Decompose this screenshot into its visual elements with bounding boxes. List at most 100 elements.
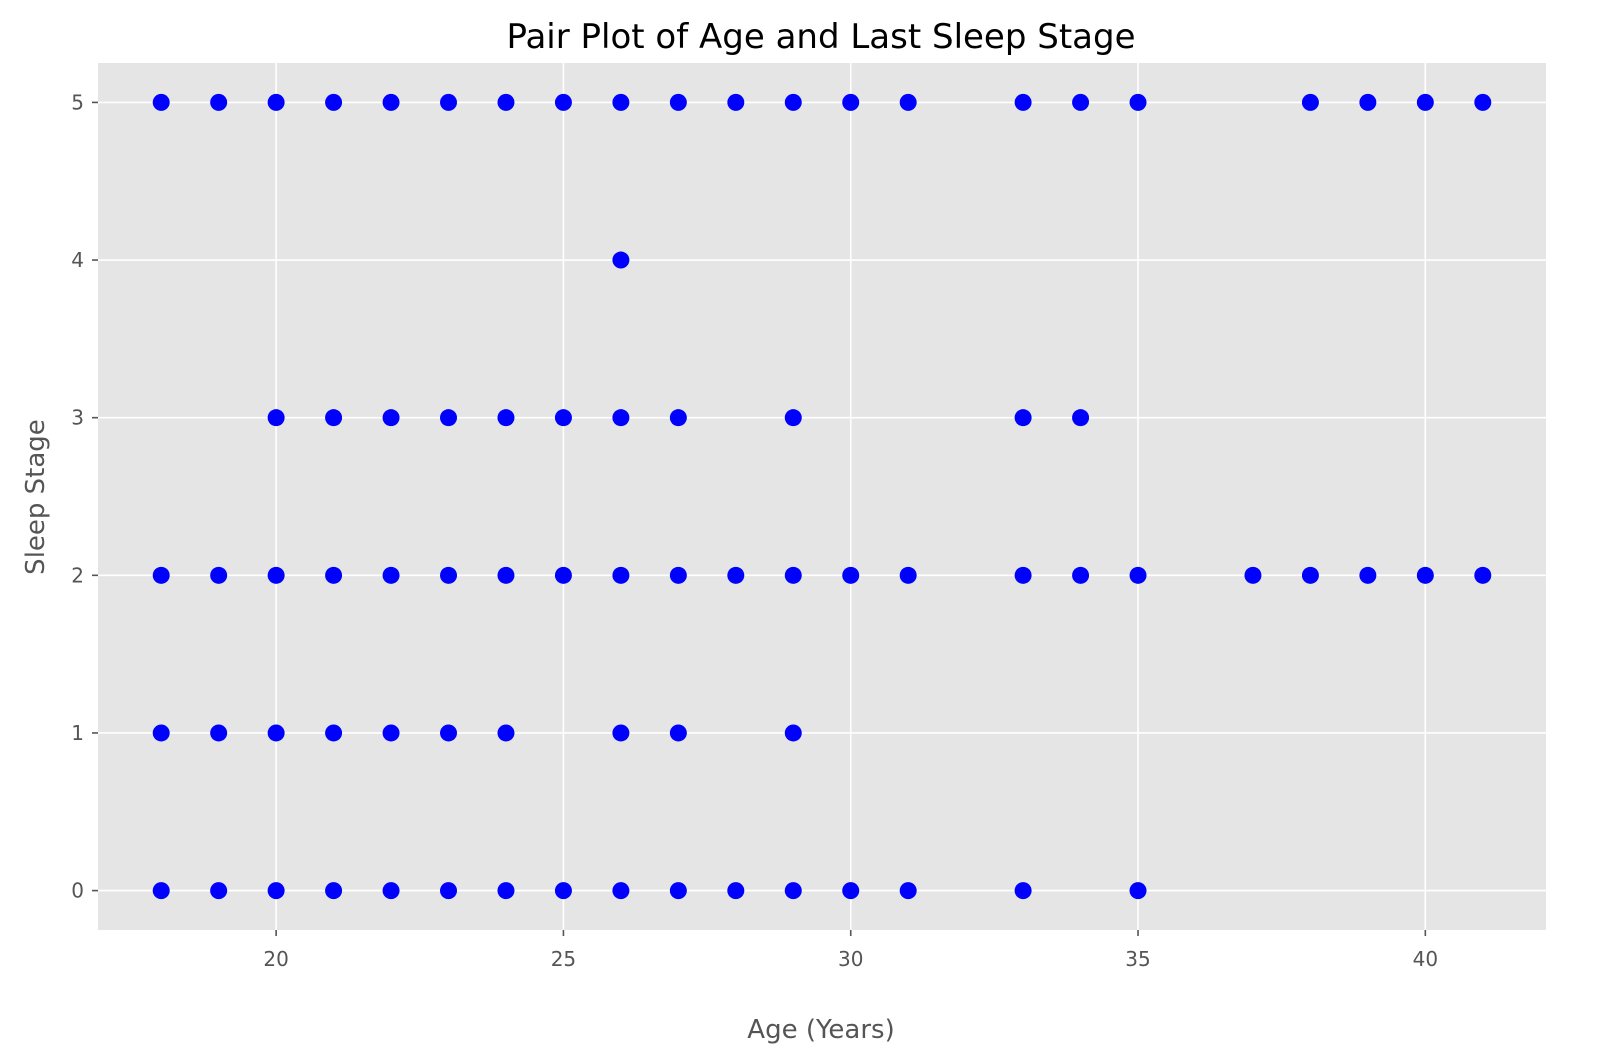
y-axis-ticks: 0 1 2 3 4 5: [71, 90, 98, 903]
data-point: [554, 566, 572, 584]
x-tick-label: 40: [1413, 947, 1438, 971]
data-point: [382, 566, 400, 584]
data-point: [554, 93, 572, 111]
chart-title: Pair Plot of Age and Last Sleep Stage: [507, 17, 1136, 57]
x-tick-label: 35: [1125, 947, 1150, 971]
data-point: [899, 566, 917, 584]
data-point: [497, 566, 515, 584]
data-point: [669, 409, 687, 427]
data-point: [554, 882, 572, 900]
data-point: [1129, 93, 1147, 111]
x-tick-label: 25: [551, 947, 576, 971]
data-point: [842, 93, 860, 111]
data-point: [669, 882, 687, 900]
data-point: [267, 882, 285, 900]
data-point: [727, 566, 745, 584]
data-point: [1129, 882, 1147, 900]
data-point: [210, 882, 228, 900]
data-point: [1301, 93, 1319, 111]
data-point: [440, 882, 458, 900]
data-point: [267, 409, 285, 427]
data-point: [1129, 566, 1147, 584]
plot-area: [98, 63, 1546, 930]
data-point: [325, 724, 343, 742]
data-point: [440, 409, 458, 427]
data-point: [784, 724, 802, 742]
data-point: [727, 882, 745, 900]
data-point: [382, 409, 400, 427]
y-tick-label: 3: [71, 406, 84, 430]
data-point: [842, 566, 860, 584]
data-point: [1416, 93, 1434, 111]
data-point: [784, 882, 802, 900]
data-point: [612, 93, 630, 111]
data-point: [899, 93, 917, 111]
data-point: [325, 882, 343, 900]
data-point: [152, 566, 170, 584]
y-tick-label: 1: [71, 721, 84, 745]
data-point: [497, 93, 515, 111]
data-point: [267, 93, 285, 111]
data-point: [1072, 566, 1090, 584]
data-point: [727, 93, 745, 111]
x-tick-label: 30: [838, 947, 863, 971]
data-point: [325, 409, 343, 427]
data-point: [842, 882, 860, 900]
data-point: [1072, 409, 1090, 427]
data-point: [325, 93, 343, 111]
data-point: [440, 566, 458, 584]
data-point: [612, 409, 630, 427]
x-axis-ticks: 20 25 30 35 40: [263, 930, 1438, 971]
data-point: [382, 93, 400, 111]
data-point: [1474, 93, 1492, 111]
y-tick-label: 4: [71, 248, 84, 272]
data-point: [784, 93, 802, 111]
data-point: [210, 566, 228, 584]
data-point: [382, 882, 400, 900]
data-point: [267, 724, 285, 742]
data-point: [554, 409, 572, 427]
data-point: [325, 566, 343, 584]
data-point: [497, 724, 515, 742]
data-point: [267, 566, 285, 584]
data-point: [1416, 566, 1434, 584]
data-point: [440, 724, 458, 742]
data-point: [669, 566, 687, 584]
data-point: [1359, 566, 1377, 584]
data-point: [784, 409, 802, 427]
data-point: [612, 724, 630, 742]
data-point: [210, 724, 228, 742]
y-tick-label: 2: [71, 563, 84, 587]
data-point: [1014, 93, 1032, 111]
data-point: [152, 882, 170, 900]
data-point: [1474, 566, 1492, 584]
y-axis-label: Sleep Stage: [21, 419, 51, 575]
data-point: [784, 566, 802, 584]
data-points: [152, 93, 1492, 900]
data-point: [612, 882, 630, 900]
data-point: [1301, 566, 1319, 584]
data-point: [612, 566, 630, 584]
data-point: [152, 93, 170, 111]
data-point: [1244, 566, 1262, 584]
data-point: [612, 251, 630, 269]
y-tick-label: 0: [71, 879, 84, 903]
data-point: [899, 882, 917, 900]
data-point: [382, 724, 400, 742]
data-point: [497, 882, 515, 900]
x-axis-label: Age (Years): [747, 1015, 894, 1045]
data-point: [1072, 93, 1090, 111]
data-point: [1359, 93, 1377, 111]
data-point: [440, 93, 458, 111]
data-point: [497, 409, 515, 427]
x-tick-label: 20: [263, 947, 288, 971]
data-point: [152, 724, 170, 742]
data-point: [210, 93, 228, 111]
data-point: [669, 93, 687, 111]
data-point: [1014, 566, 1032, 584]
y-tick-label: 5: [71, 90, 84, 114]
data-point: [1014, 882, 1032, 900]
data-point: [669, 724, 687, 742]
